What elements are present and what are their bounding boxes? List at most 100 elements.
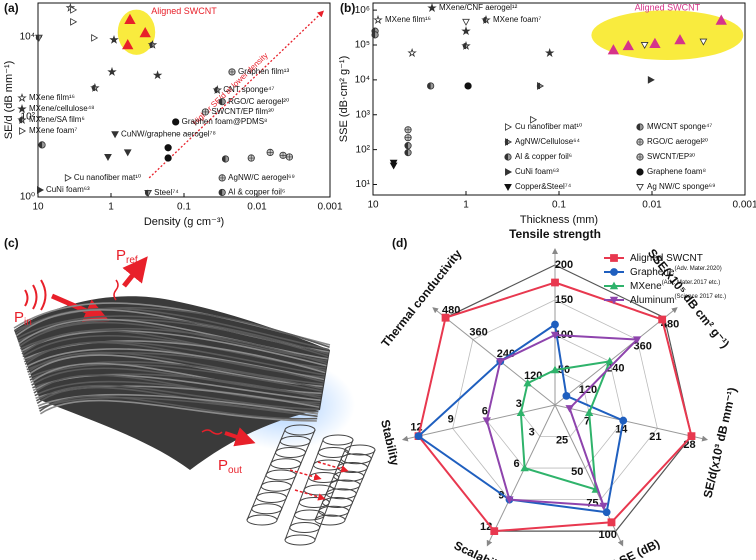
legend-marker xyxy=(636,153,644,161)
marker-half xyxy=(462,42,466,50)
point xyxy=(64,174,72,182)
point xyxy=(536,82,545,90)
marker-shape xyxy=(414,432,423,441)
fibre xyxy=(39,399,317,422)
point xyxy=(91,34,99,42)
legend-marker xyxy=(636,123,644,131)
radar-axis xyxy=(486,404,556,547)
legend-name: MXene xyxy=(630,281,662,292)
marker-shape xyxy=(530,115,538,124)
legend-label: MXene/CNF aerogel¹² xyxy=(439,3,518,12)
legend-label: Ag NW/C sponge⁶⁹ xyxy=(647,182,716,191)
point xyxy=(715,14,727,25)
marker-shape xyxy=(104,154,112,161)
marker-half xyxy=(214,86,218,94)
panel-label: (c) xyxy=(4,236,19,250)
radar-tick-label: 150 xyxy=(555,294,573,306)
radar-tick-label: 200 xyxy=(555,259,573,271)
marker-shape xyxy=(562,392,571,400)
y-axis-title: SSE (dB·cm² g⁻¹) xyxy=(338,56,350,142)
legend-marker xyxy=(636,168,644,176)
legend-label: Graphene foam⁸ xyxy=(647,167,706,176)
marker-cross xyxy=(286,153,293,161)
point xyxy=(699,38,708,46)
marker-shape xyxy=(164,154,172,162)
marker-half xyxy=(222,155,226,163)
marker-shape xyxy=(551,320,559,329)
radar-tick-label: 100 xyxy=(598,529,616,541)
marker-shape xyxy=(504,184,512,192)
fibre xyxy=(15,307,330,351)
marker-shape xyxy=(609,281,619,290)
point xyxy=(123,149,132,157)
y-tick-label: 10⁴ xyxy=(20,31,35,42)
y-axis-title: SE/d (dB mm⁻¹) xyxy=(3,61,15,140)
radar-tick-label: 75 xyxy=(586,497,598,509)
point xyxy=(38,141,46,149)
y-tick-label: 10² xyxy=(356,144,371,155)
point-label: CuNi foam⁶³ xyxy=(46,185,90,194)
marker-shape xyxy=(111,131,119,139)
tube-edge xyxy=(276,429,316,521)
marker-half xyxy=(636,123,640,131)
marker-shape xyxy=(496,358,505,366)
marker-shape xyxy=(407,48,417,58)
marker-shape xyxy=(647,75,655,84)
radar-tick-label: 9 xyxy=(498,490,504,502)
marker-half xyxy=(404,142,409,149)
y-tick-label: 10⁵ xyxy=(355,40,370,51)
p-ref-label: Pref xyxy=(116,247,138,266)
fibre xyxy=(19,321,328,362)
marker-shape xyxy=(17,103,27,114)
fibre xyxy=(28,360,323,390)
point xyxy=(647,75,655,84)
marker-shape xyxy=(91,34,99,42)
point xyxy=(218,98,226,106)
wave-ref xyxy=(113,279,119,301)
radar-point xyxy=(562,392,571,400)
marker-shape xyxy=(619,416,628,425)
tube-edge xyxy=(284,439,324,541)
point xyxy=(464,82,472,90)
point xyxy=(404,149,412,157)
point xyxy=(404,126,412,134)
x-axis-title: Thickness (mm) xyxy=(520,214,598,226)
tube-edge xyxy=(344,449,376,521)
x-tick-label: 10 xyxy=(367,200,379,211)
marker-cross xyxy=(218,174,226,182)
fibre xyxy=(35,384,319,411)
radar-line xyxy=(416,322,625,514)
marker-shape xyxy=(152,70,163,80)
tube-ring xyxy=(298,497,330,508)
marker-cross xyxy=(248,154,255,162)
marker-shape xyxy=(715,14,727,25)
fibre xyxy=(39,395,318,420)
marker-shape xyxy=(632,336,642,344)
marker-half xyxy=(504,138,508,146)
point xyxy=(640,42,649,50)
radar-tick-label: 9 xyxy=(448,413,454,425)
point xyxy=(104,154,112,161)
marker-shape xyxy=(505,168,513,176)
fibre xyxy=(37,393,319,415)
marker-shape xyxy=(584,408,594,416)
marker-shape xyxy=(70,6,78,14)
marker-shape xyxy=(699,38,708,46)
radar-point xyxy=(607,518,616,527)
marker-shape xyxy=(490,527,499,536)
red-dash xyxy=(317,461,349,473)
legend-ref: (Adv. Mater.2017 etc.) xyxy=(662,280,721,286)
point xyxy=(124,13,136,24)
legend-marker xyxy=(504,138,513,146)
fibre xyxy=(20,330,327,367)
x-tick-label: 1 xyxy=(463,200,469,211)
point xyxy=(649,37,661,48)
legend-marker xyxy=(609,296,619,305)
marker-shape xyxy=(602,508,611,517)
fibre xyxy=(16,315,329,355)
marker-shape xyxy=(607,44,620,55)
legend-marker xyxy=(636,184,644,192)
radar-grid xyxy=(452,299,658,501)
marker-shape xyxy=(599,502,608,511)
